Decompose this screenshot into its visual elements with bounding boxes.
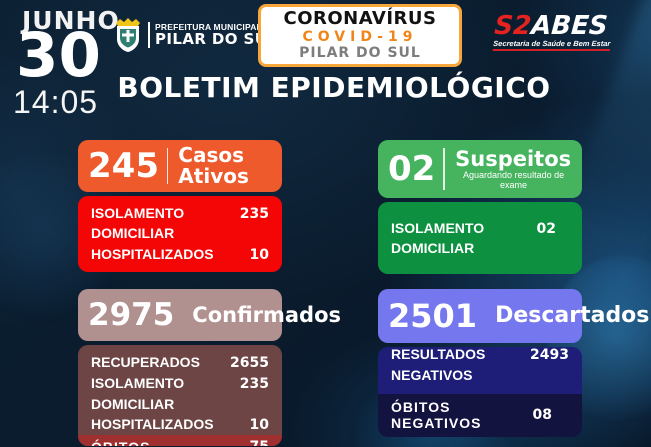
coat-of-arms-icon — [116, 18, 140, 52]
header-divider — [443, 148, 446, 190]
sabes-logo-text: S2ABES — [493, 11, 613, 41]
stat-label: ISOLAMENTO DOMICILIAR — [91, 375, 185, 412]
stat-value: 10 — [249, 416, 269, 433]
sabes-logo-white: ABES — [530, 11, 609, 41]
stat-value: 2655 — [230, 355, 269, 371]
suspeitos-label-group: Suspeitos Aguardando resultado de exame — [455, 148, 572, 191]
descartados-value: 2501 — [388, 297, 478, 335]
card-casos-ativos-body: ISOLAMENTO DOMICILIAR 235 HOSPITALIZADOS… — [78, 196, 282, 272]
stat-label: ÓBITOS NEGATIVOS — [391, 399, 482, 431]
header-divider — [166, 148, 169, 184]
stat-value: 10 — [249, 246, 269, 263]
page-title: BOLETIM EPIDEMIOLÓGICO — [117, 71, 551, 104]
obitos-negativos-strip: ÓBITOS NEGATIVOS 08 — [378, 394, 582, 437]
stat-value: 235 — [239, 376, 269, 393]
stat-row: ISOLAMENTO DOMICILIAR 02 — [378, 218, 582, 259]
card-suspeitos-body: ISOLAMENTO DOMICILIAR 02 — [378, 202, 582, 274]
descartados-label: Descartados — [495, 303, 650, 329]
stat-value: 75 — [250, 439, 269, 446]
stat-row: ISOLAMENTO DOMICILIAR 235 — [78, 373, 282, 414]
date-day: 30 — [16, 20, 101, 91]
stat-row: RESULTADOS NEGATIVOS 2493 — [378, 347, 582, 385]
banner-city-text: PILAR DO SUL — [299, 44, 421, 61]
obitos-strip: ÓBITOS 75 — [78, 435, 282, 446]
stat-value: 2493 — [530, 347, 569, 364]
confirmados-label: Confirmados — [192, 302, 342, 327]
sabes-logo-red: S2 — [493, 11, 533, 41]
stat-row: HOSPITALIZADOS 10 — [78, 414, 282, 435]
suspeitos-label: Suspeitos — [455, 146, 572, 171]
card-descartados-body: RESULTADOS NEGATIVOS 2493 ÓBITOS NEGATIV… — [378, 347, 582, 437]
suspeitos-sublabel: Aguardando resultado de exame — [463, 169, 565, 190]
stat-label: ISOLAMENTO DOMICILIAR — [91, 205, 185, 242]
casos-ativos-label: Casos Ativos — [178, 143, 249, 188]
stat-value: 08 — [532, 407, 552, 423]
stat-label: HOSPITALIZADOS — [91, 415, 214, 432]
stat-label: HOSPITALIZADOS — [91, 245, 214, 262]
card-descartados-header: 2501 Descartados — [378, 289, 649, 343]
stat-row: HOSPITALIZADOS 10 — [78, 244, 282, 265]
casos-ativos-value: 245 — [88, 146, 159, 186]
card-confirmados: 2975 Confirmados RECUPERADOS 2655 ISOLAM… — [78, 289, 341, 446]
confirmados-value: 2975 — [88, 297, 175, 333]
stat-label: RESULTADOS NEGATIVOS — [391, 347, 486, 383]
card-confirmados-body: RECUPERADOS 2655 ISOLAMENTO DOMICILIAR 2… — [78, 345, 282, 446]
date-month: JUNHO — [22, 6, 120, 35]
card-casos-ativos: 245 Casos Ativos ISOLAMENTO DOMICILIAR 2… — [78, 140, 282, 272]
card-confirmados-header: 2975 Confirmados — [78, 289, 341, 341]
prefeitura-logo: PREFEITURA MUNICIPAL PILAR DO SUL — [112, 17, 277, 53]
date-time: 14:05 — [13, 84, 99, 120]
stat-value: 235 — [239, 206, 269, 223]
stat-label: RECUPERADOS — [91, 354, 200, 370]
prefeitura-line1: PREFEITURA MUNICIPAL — [155, 22, 262, 33]
banner-coronavirus-text: CORONAVÍRUS — [283, 8, 437, 29]
stat-row: ISOLAMENTO DOMICILIAR 235 — [78, 203, 282, 244]
card-suspeitos: 02 Suspeitos Aguardando resultado de exa… — [378, 140, 582, 274]
stat-label: ÓBITOS — [91, 439, 150, 446]
banner-covid19-text: COVID-19 — [302, 28, 418, 45]
prefeitura-text: PREFEITURA MUNICIPAL PILAR DO SUL — [148, 22, 277, 48]
card-descartados: 2501 Descartados RESULTADOS NEGATIVOS 24… — [378, 289, 649, 437]
sabes-tagline: Secretaria de Saúde e Bem Estar — [492, 39, 611, 51]
card-casos-ativos-header: 245 Casos Ativos — [78, 140, 282, 192]
stat-label: ISOLAMENTO DOMICILIAR — [391, 219, 485, 256]
stat-row: RECUPERADOS 2655 — [78, 352, 282, 373]
stat-value: 02 — [536, 220, 556, 237]
prefeitura-line2: PILAR DO SUL — [155, 30, 278, 49]
sabes-logo: S2ABES Secretaria de Saúde e Bem Estar — [492, 11, 613, 51]
suspeitos-value: 02 — [388, 149, 436, 189]
covid-banner: CORONAVÍRUS COVID-19 PILAR DO SUL — [258, 4, 462, 67]
card-suspeitos-header: 02 Suspeitos Aguardando resultado de exa… — [378, 140, 582, 198]
